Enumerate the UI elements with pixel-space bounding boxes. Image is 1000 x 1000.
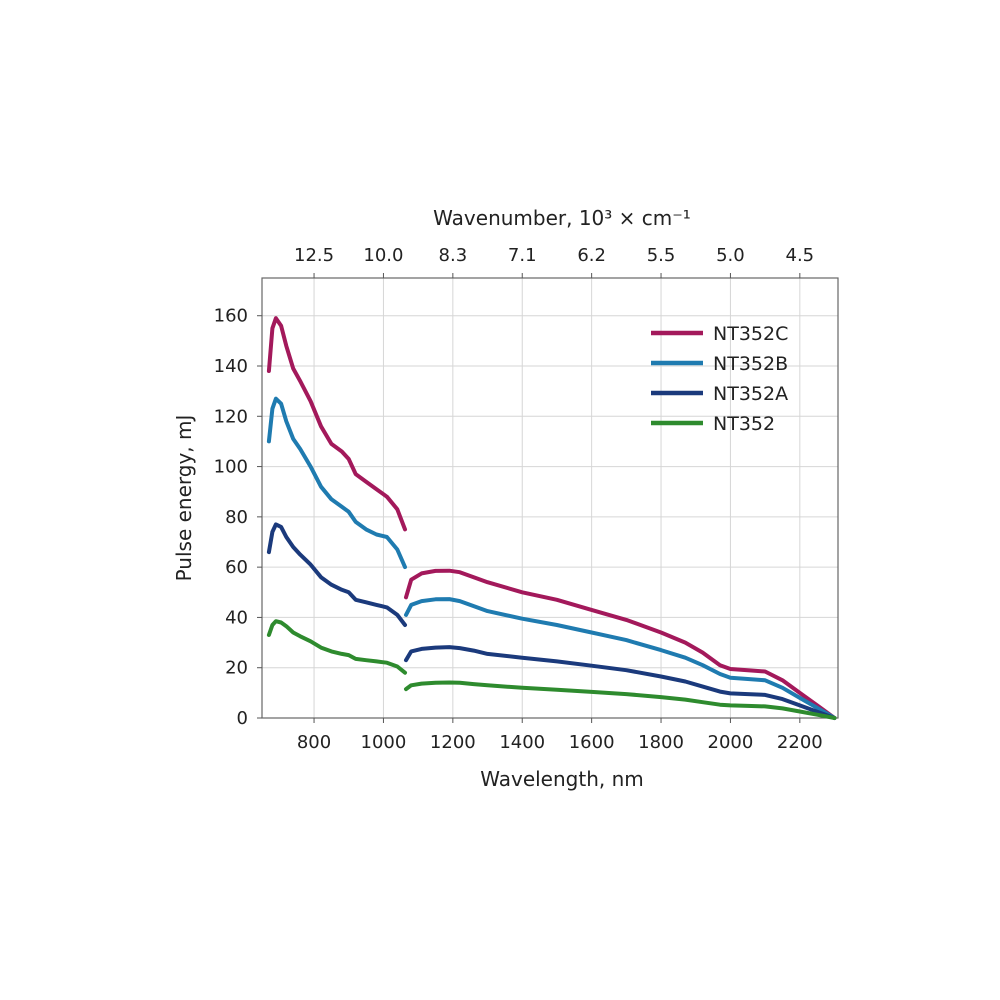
y-tick-label: 160 bbox=[214, 306, 248, 327]
x-tick-label: 1000 bbox=[361, 732, 407, 753]
y-tick-label: 80 bbox=[225, 507, 248, 528]
x-tick-label: 2200 bbox=[777, 732, 823, 753]
series-line-nt352 bbox=[404, 680, 837, 720]
x-tick-label: 800 bbox=[297, 732, 331, 753]
y-tick-label: 20 bbox=[225, 658, 248, 679]
x-axis-title: Wavelength, nm bbox=[480, 767, 644, 791]
x-tick-label: 1400 bbox=[499, 732, 545, 753]
y-tick-label: 120 bbox=[214, 406, 248, 427]
plot-frame bbox=[261, 277, 839, 719]
y-axis-ticks: 0 20 40 60 80 100 120 140 160 bbox=[214, 306, 262, 729]
top-axis-ticks: 12.5 10.0 8.3 7.1 6.2 5.5 5.0 4.5 bbox=[294, 245, 814, 278]
series-line-nt352b bbox=[404, 597, 837, 720]
y-tick-label: 40 bbox=[225, 607, 248, 628]
series-layer bbox=[266, 316, 837, 720]
x-tick-label: 2000 bbox=[708, 732, 754, 753]
top-tick-label: 5.5 bbox=[647, 245, 676, 266]
legend-label: NT352C bbox=[713, 323, 788, 345]
series-line-nt352 bbox=[266, 619, 407, 675]
top-tick-label: 8.3 bbox=[439, 245, 468, 266]
series-line-nt352a bbox=[266, 522, 407, 627]
top-tick-label: 6.2 bbox=[577, 245, 606, 266]
series-line-nt352c bbox=[266, 316, 407, 532]
y-tick-label: 100 bbox=[214, 457, 248, 478]
x-tick-label: 1600 bbox=[569, 732, 615, 753]
top-tick-label: 5.0 bbox=[716, 245, 745, 266]
series-line-nt352b bbox=[266, 396, 407, 570]
legend-label: NT352A bbox=[713, 383, 788, 405]
top-tick-label: 7.1 bbox=[508, 245, 537, 266]
y-axis-title: Pulse energy, mJ bbox=[172, 415, 196, 582]
top-tick-label: 12.5 bbox=[294, 245, 334, 266]
series-line-nt352a bbox=[404, 645, 837, 720]
y-tick-label: 140 bbox=[214, 356, 248, 377]
x-tick-label: 1800 bbox=[638, 732, 684, 753]
legend-label: NT352B bbox=[713, 353, 788, 375]
grid bbox=[262, 278, 838, 719]
series-line-nt352c bbox=[404, 568, 837, 720]
y-tick-label: 60 bbox=[225, 557, 248, 578]
x-tick-label: 1200 bbox=[430, 732, 476, 753]
y-tick-label: 0 bbox=[237, 708, 248, 729]
x-axis-ticks: 800 1000 1200 1400 1600 1800 2000 2200 bbox=[297, 718, 823, 753]
top-axis-title: Wavenumber, 10³ × cm⁻¹ bbox=[433, 206, 691, 230]
legend-label: NT352 bbox=[713, 413, 775, 435]
legend: NT352C NT352B NT352A NT352 bbox=[651, 323, 788, 435]
top-tick-label: 10.0 bbox=[363, 245, 403, 266]
top-tick-label: 4.5 bbox=[786, 245, 815, 266]
